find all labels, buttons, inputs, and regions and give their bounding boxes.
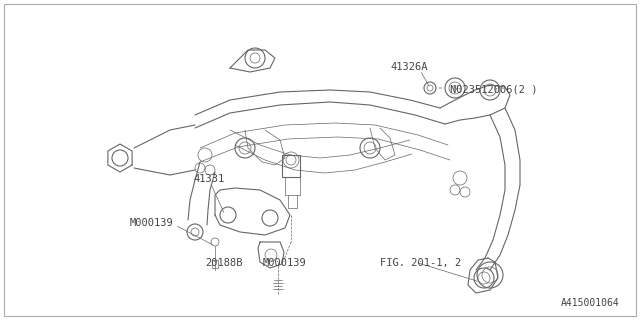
Text: 20188B: 20188B <box>205 258 243 268</box>
Text: M000139: M000139 <box>263 258 307 268</box>
Text: N023512006(2 ): N023512006(2 ) <box>450 85 538 95</box>
Text: FIG. 201-1, 2: FIG. 201-1, 2 <box>380 258 461 268</box>
Text: N: N <box>452 85 458 91</box>
Bar <box>282 155 300 177</box>
Text: M000139: M000139 <box>130 218 173 228</box>
Text: 41331: 41331 <box>193 174 224 184</box>
Text: 41326A: 41326A <box>390 62 428 72</box>
Text: A415001064: A415001064 <box>561 298 620 308</box>
